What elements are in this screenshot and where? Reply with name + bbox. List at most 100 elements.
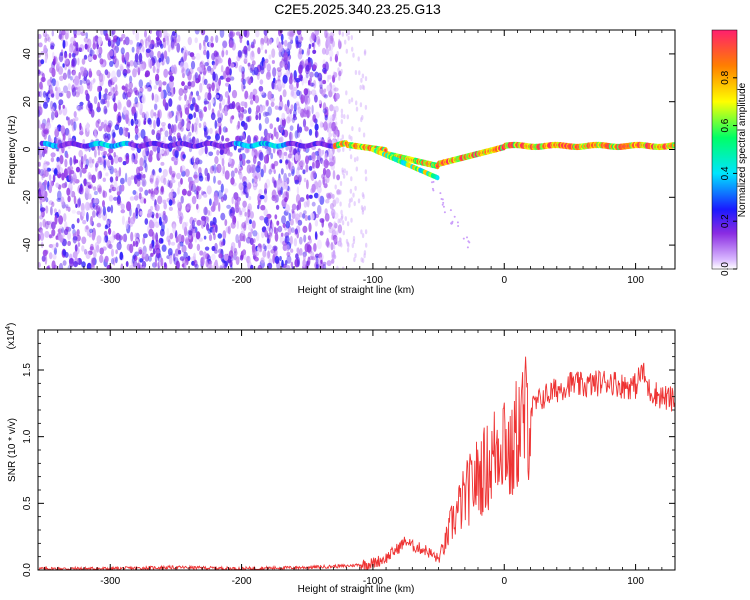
spectrogram-noise-cell (243, 30, 248, 38)
spectrogram-noise-cell (252, 230, 258, 237)
spectrogram-noise-cell (43, 44, 47, 54)
spectrogram-noise-cell (50, 89, 54, 95)
spectrogram-noise-cell (217, 110, 221, 118)
spectrogram-noise-cell (244, 211, 247, 217)
spectrogram-noise-cell (306, 194, 309, 200)
spectrogram-noise-cell (297, 161, 301, 171)
spectrogram-noise-cell (289, 235, 293, 245)
spectrogram-noise-cell (318, 149, 324, 157)
spectrogram-noise-cell (302, 259, 307, 268)
spectrogram-noise-cell (139, 258, 144, 263)
spectrogram-noise-cell (67, 69, 71, 79)
spectrogram-noise-cell (207, 101, 212, 111)
spectrogram-noise-cell (138, 264, 142, 269)
spectrogram-noise-cell (151, 92, 154, 101)
spectrogram-tail-cell (439, 192, 442, 195)
spectrogram-noise-cell (68, 52, 72, 59)
spectrogram-noise-cell (203, 49, 207, 56)
spectrogram-noise-cell (52, 51, 55, 60)
spectrogram-noise-cell (259, 215, 265, 221)
spectrogram-noise-cell (69, 169, 75, 175)
spectrogram-noise-cell (183, 251, 188, 259)
spectrogram-tail-cell (462, 237, 465, 240)
spectrogram-noise-cell (291, 266, 295, 269)
spectrogram-noise-cell (319, 121, 323, 129)
spectrogram-noise-cell (149, 43, 155, 50)
spectrogram-noise-cell (305, 263, 309, 269)
snr-scale-label: (x104) (5, 323, 17, 350)
spectrogram-noise-cell (308, 165, 313, 171)
spectrogram-noise-cell (186, 122, 191, 130)
spectrogram-noise-cell (166, 227, 170, 237)
spectrogram-noise-cell (225, 77, 231, 83)
spectrogram-noise-cell (42, 118, 47, 127)
spectrogram-noise-cell (141, 178, 147, 187)
spectrogram-noise-cell (100, 121, 105, 129)
spectrogram-noise-cell (89, 202, 93, 209)
spectrogram-noise-cell (322, 79, 327, 85)
spectrogram-noise-cell (295, 103, 300, 110)
spectrogram-noise-cell (230, 242, 236, 250)
spectrogram-noise-cell (187, 36, 192, 46)
spectrogram-noise-cell (138, 45, 143, 54)
spectrogram-noise-cell (168, 199, 173, 206)
spectrogram-noise-cell (301, 49, 304, 55)
spectrogram-noise-cell (130, 175, 135, 180)
spectrogram-noise-cell (217, 233, 223, 239)
spectrogram-noise-cell (217, 180, 222, 185)
spectrogram-noise-cell (137, 91, 143, 99)
spectrogram-noise-cell (177, 206, 182, 217)
spectrogram-noise-cell (102, 189, 105, 198)
spectrogram-noise-cell (299, 159, 305, 168)
spectrogram-noise-cell (220, 212, 226, 221)
spectrogram-noise-cell (334, 53, 338, 63)
spectrogram-noise-cell (339, 181, 343, 186)
spectrogram-noise-cell (75, 234, 81, 242)
spectrogram-noise-cell (313, 79, 317, 89)
spectrogram-noise-cell (296, 129, 301, 138)
spectrogram-noise-cell (123, 39, 126, 45)
spectrogram-noise-cell (104, 135, 109, 143)
spectrogram-noise-cell (113, 234, 119, 240)
spectrogram-noise-cell (236, 135, 241, 141)
spectrogram-noise-cell (180, 125, 184, 132)
spectrogram-noise-cell (143, 198, 147, 204)
spectrogram-noise-cell (209, 260, 213, 265)
spectrogram-noise-cell (243, 45, 248, 55)
spectrogram-noise-cell (103, 123, 108, 133)
spectrogram-noise-cell (162, 169, 168, 177)
spectrogram-noise-cell (177, 121, 183, 130)
spectrogram-noise-cell (77, 47, 82, 52)
spectrogram-noise-cell (124, 172, 128, 183)
spectrogram-noise-cell (253, 175, 258, 184)
spectrogram-noise-cell (263, 193, 268, 203)
spectrogram-noise-cell (289, 146, 295, 156)
spectrogram-noise-cell (181, 119, 185, 127)
spectrogram-noise-cell (281, 112, 286, 120)
spectrogram-noise-cell (129, 60, 134, 67)
spectrogram-noise-cell (163, 262, 167, 268)
spectrogram-noise-cell (108, 188, 112, 193)
spectrogram-noise-cell (344, 39, 347, 45)
spectrogram-noise-cell (155, 73, 160, 82)
spectrogram-noise-cell (265, 71, 271, 81)
spectrogram-noise-cell (82, 219, 87, 225)
spectrogram-noise-cell (288, 145, 291, 152)
spectrogram-noise-cell (298, 126, 303, 133)
spectrogram-noise-cell (127, 216, 131, 224)
spectrogram-noise-cell (236, 220, 239, 230)
spectrogram-noise-cell (327, 122, 330, 128)
spectrogram-noise-cell (201, 146, 204, 154)
spectrogram-noise-cell (148, 119, 152, 125)
spectrogram-noise-cell (187, 176, 192, 183)
spectrogram-noise-cell (134, 232, 138, 239)
spectrogram-noise-cell (86, 211, 89, 222)
spectrogram-noise-cell (148, 189, 152, 194)
spectrogram-noise-cell (138, 192, 142, 200)
spectrogram-noise-cell (295, 35, 299, 45)
spectrogram-noise-cell (180, 177, 183, 185)
spectrogram-noise-cell (334, 184, 337, 190)
spectrogram-noise-cell (277, 225, 283, 233)
spectrogram-noise-cell (55, 90, 59, 100)
spectrogram-noise-cell (70, 36, 76, 45)
